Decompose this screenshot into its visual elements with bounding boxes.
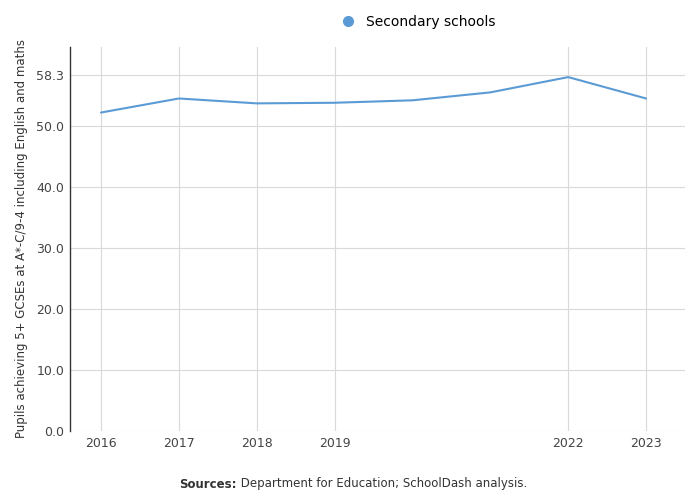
- Text: Sources:: Sources:: [180, 478, 237, 490]
- Text: Department for Education; SchoolDash analysis.: Department for Education; SchoolDash ana…: [237, 478, 527, 490]
- Y-axis label: Pupils achieving 5+ GCSEs at A*-C/9-4 including English and maths: Pupils achieving 5+ GCSEs at A*-C/9-4 in…: [15, 40, 28, 438]
- Legend: Secondary schools: Secondary schools: [334, 15, 495, 29]
